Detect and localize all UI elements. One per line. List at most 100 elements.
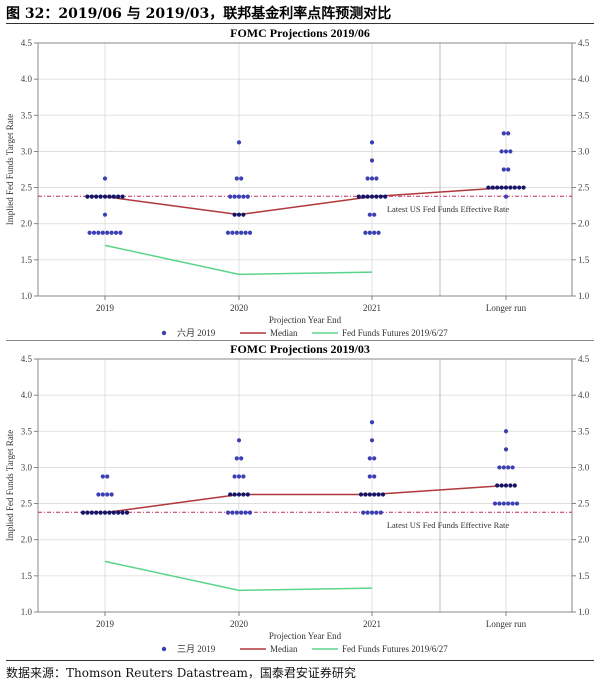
dot-point xyxy=(85,510,90,515)
dot-point xyxy=(89,510,94,515)
dot-point xyxy=(363,492,368,497)
dot-point xyxy=(356,194,361,199)
chart-divider xyxy=(6,340,594,341)
y-tick-label-right: 4.5 xyxy=(578,354,590,364)
dot-point xyxy=(120,510,125,515)
dot-point xyxy=(374,176,379,181)
dot-point xyxy=(87,230,92,235)
effective-rate-label: Latest US Fed Funds Effective Rate xyxy=(387,204,510,214)
dot-point xyxy=(503,429,509,434)
dot-point xyxy=(510,501,515,506)
dot-point xyxy=(111,194,116,199)
dot-point xyxy=(501,131,506,136)
dot-point xyxy=(369,438,375,443)
y-tick-label-right: 2.0 xyxy=(578,219,590,229)
dot-point xyxy=(374,510,379,515)
dot-point xyxy=(501,465,506,470)
dot-point xyxy=(369,510,375,515)
dot-point xyxy=(116,510,121,515)
dot-point xyxy=(501,501,506,506)
y-tick-label-right: 2.5 xyxy=(578,183,590,193)
dot-point xyxy=(100,474,105,479)
dot-point xyxy=(503,483,509,488)
dot-point xyxy=(100,230,105,235)
dot-point xyxy=(225,510,231,515)
dot-point xyxy=(490,185,495,190)
dot-point xyxy=(378,194,383,199)
dot-point xyxy=(361,510,366,515)
dot-point xyxy=(91,230,97,235)
legend-futures-label: Fed Funds Futures 2019/6/27 xyxy=(342,644,448,654)
dot-point xyxy=(499,185,504,190)
x-tick-label: 2019 xyxy=(96,303,115,313)
futures-line xyxy=(104,560,373,592)
y-tick-label-left: 2.5 xyxy=(21,183,33,193)
dot-point xyxy=(372,492,377,497)
dot-point xyxy=(506,167,511,172)
y-tick-label-right: 4.0 xyxy=(578,390,590,400)
dot-point xyxy=(234,456,239,461)
dot-point xyxy=(232,492,237,497)
dot-point xyxy=(367,492,372,497)
dot-point xyxy=(118,230,123,235)
dot-point xyxy=(225,230,231,235)
dot-point xyxy=(369,140,375,145)
dot-point xyxy=(98,510,103,515)
y-tick-label-left: 3.5 xyxy=(21,110,33,120)
dot-point xyxy=(85,194,90,199)
y-tick-label-left: 4.5 xyxy=(21,38,33,48)
y-tick-label-left: 4.5 xyxy=(21,354,33,364)
dot-point xyxy=(80,510,86,515)
legend-dots-label: 三月 2019 xyxy=(177,644,216,654)
x-axis-label: Projection Year End xyxy=(269,315,342,325)
dot-point xyxy=(234,230,239,235)
dot-point xyxy=(241,212,246,217)
x-tick-label: 2019 xyxy=(96,619,115,629)
dot-point xyxy=(111,510,116,515)
y-tick-label-left: 3.5 xyxy=(21,426,33,436)
y-tick-label-left: 1.5 xyxy=(21,571,33,581)
dot-point xyxy=(369,158,375,163)
dot-point xyxy=(239,176,244,181)
dot-point xyxy=(241,474,246,479)
dot-point xyxy=(501,167,506,172)
y-tick-label-left: 4.0 xyxy=(21,74,33,84)
y-tick-label-right: 3.0 xyxy=(578,146,590,156)
dot-point xyxy=(102,176,108,181)
dot-point xyxy=(232,194,237,199)
dot-point xyxy=(96,492,101,497)
legend-futures-label: Fed Funds Futures 2019/6/27 xyxy=(342,328,448,338)
dot-point xyxy=(94,510,99,515)
dot-point xyxy=(495,185,500,190)
legend-median-label: Median xyxy=(270,328,298,338)
y-axis-label: Implied Fed Funds Target Rate xyxy=(5,114,15,226)
dot-point xyxy=(105,230,110,235)
dot-point xyxy=(116,194,121,199)
y-tick-label-right: 4.5 xyxy=(578,38,590,48)
dot-point xyxy=(100,492,105,497)
dot-point xyxy=(503,194,509,199)
dot-point xyxy=(503,149,509,154)
dot-point xyxy=(521,185,526,190)
dot-point xyxy=(105,474,110,479)
dot-point xyxy=(367,474,372,479)
dot-point xyxy=(236,438,242,443)
dot-point xyxy=(236,194,242,199)
y-tick-label-left: 2.0 xyxy=(21,219,33,229)
dot-point xyxy=(120,194,125,199)
dot-point xyxy=(236,492,242,497)
dot-point xyxy=(365,510,370,515)
source-divider xyxy=(6,660,594,661)
dot-point xyxy=(107,510,112,515)
dot-point xyxy=(506,501,511,506)
y-tick-label-left: 4.0 xyxy=(21,390,33,400)
dot-point xyxy=(236,140,242,145)
source-note: 数据来源：Thomson Reuters Datastream，国泰君安证券研究 xyxy=(6,666,356,680)
legend-dots-label: 六月 2019 xyxy=(177,327,216,338)
dot-point xyxy=(109,230,114,235)
dot-point xyxy=(517,185,522,190)
dot-point xyxy=(363,230,368,235)
dot-point xyxy=(102,212,108,217)
dot-point xyxy=(499,149,504,154)
dot-point xyxy=(109,492,114,497)
